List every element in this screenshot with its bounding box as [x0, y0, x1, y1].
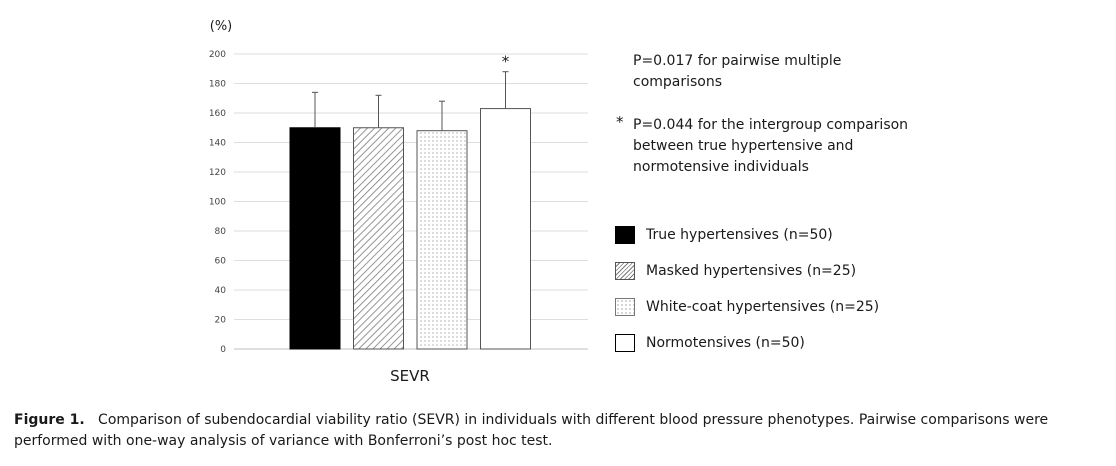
- legend-swatch-solid: [615, 226, 635, 244]
- legend-label: True hypertensives (n=50): [646, 227, 833, 243]
- y-tick-label: 120: [209, 168, 226, 178]
- pairwise-note-line: P=0.017 for pairwise multiple: [633, 53, 842, 69]
- bar: [480, 108, 531, 350]
- intergroup-note: P=0.044 for the intergroup comparison be…: [633, 115, 908, 178]
- bar: [416, 130, 468, 350]
- y-tick-label: 200: [209, 50, 226, 60]
- intergroup-note-line: normotensive individuals: [633, 159, 809, 175]
- intergroup-note-line: between true hypertensive and: [633, 138, 854, 154]
- pairwise-note: P=0.017 for pairwise multiple comparison…: [633, 51, 841, 93]
- bar: [353, 127, 404, 350]
- figure-caption-label: Figure 1.: [14, 412, 85, 428]
- figure-caption: Figure 1. Comparison of subendocardial v…: [14, 410, 1106, 452]
- legend-swatch-empty: [615, 334, 635, 352]
- legend-swatch-hatched: [615, 262, 635, 280]
- y-tick-label: 160: [209, 109, 226, 119]
- y-axis-unit-label: (%): [210, 19, 233, 34]
- figure-caption-text: Comparison of subendocardial viability r…: [14, 412, 1049, 449]
- y-tick-label: 40: [215, 286, 227, 296]
- bar: [289, 127, 341, 350]
- legend-label: Masked hypertensives (n=25): [646, 263, 857, 279]
- y-tick-label: 60: [215, 257, 227, 267]
- x-category-label: SEVR: [390, 367, 430, 385]
- legend-label: Normotensives (n=50): [646, 335, 805, 351]
- legend-swatch-dotted: [615, 298, 635, 316]
- bars: *: [289, 53, 531, 350]
- y-tick-label: 100: [209, 198, 226, 208]
- legend-label: White-coat hypertensives (n=25): [646, 299, 880, 315]
- y-tick-label: 140: [209, 139, 226, 149]
- y-tick-label: 20: [215, 316, 227, 326]
- y-tick-label: 0: [220, 345, 226, 355]
- intergroup-note-line: P=0.044 for the intergroup comparison: [633, 117, 909, 133]
- y-tick-label: 180: [209, 80, 226, 90]
- significance-marker: *: [502, 53, 510, 71]
- y-axis: 0 20 40 60 80 100 120 140 160 180 200: [209, 50, 226, 355]
- bar-chart: 0 20 40 60 80 100 120 140 160 180 200 (%) * SEVR: [209, 19, 588, 385]
- pairwise-note-line: comparisons: [633, 74, 723, 90]
- intergroup-note-asterisk: *: [616, 113, 624, 131]
- y-tick-label: 80: [215, 227, 227, 237]
- grid-lines: [234, 53, 588, 350]
